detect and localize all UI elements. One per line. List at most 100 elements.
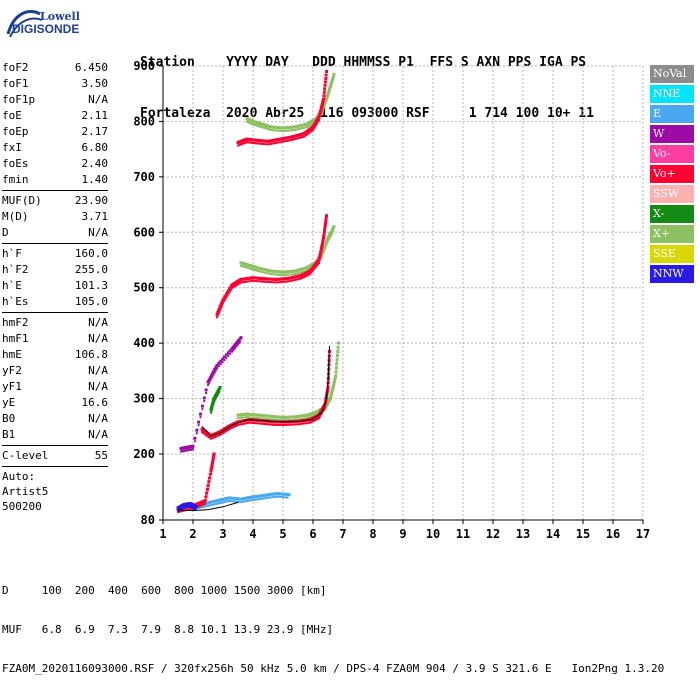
echo-point bbox=[288, 129, 290, 132]
echo-point bbox=[294, 278, 296, 281]
echo-point bbox=[297, 272, 299, 275]
echo-point bbox=[297, 137, 299, 140]
y-tick-label: 800 bbox=[133, 114, 155, 128]
echo-point bbox=[332, 388, 335, 391]
echo-point bbox=[231, 286, 233, 289]
echo-point bbox=[309, 130, 312, 133]
echo-point bbox=[264, 417, 266, 420]
echo-point bbox=[298, 136, 301, 139]
echo-point bbox=[333, 383, 336, 386]
echo-point bbox=[220, 433, 223, 436]
echo-point bbox=[277, 129, 280, 132]
echo-point bbox=[225, 429, 228, 432]
echo-point bbox=[211, 375, 214, 378]
echo-point bbox=[204, 499, 207, 501]
echo-point bbox=[283, 274, 286, 277]
echo-point bbox=[270, 142, 272, 145]
y-tick-label: 80 bbox=[141, 513, 155, 527]
echo-point bbox=[261, 126, 263, 129]
echo-point bbox=[217, 434, 220, 437]
echo-point bbox=[335, 358, 339, 362]
echo-point bbox=[292, 423, 295, 426]
param-name: foEp bbox=[2, 125, 29, 138]
echo-point bbox=[210, 410, 213, 413]
echo-point bbox=[215, 396, 218, 399]
echo-point bbox=[265, 497, 268, 499]
echo-point bbox=[255, 416, 257, 419]
echo-point bbox=[273, 129, 275, 132]
echo-point bbox=[324, 101, 327, 104]
echo-point bbox=[262, 126, 265, 129]
echo-point bbox=[306, 133, 309, 136]
echo-point bbox=[262, 497, 265, 500]
legend-item: Vo- bbox=[650, 145, 694, 163]
header-line2: Fortaleza 2020 Abr25 116 093000 RSF 1 71… bbox=[140, 106, 594, 121]
legend-item: X- bbox=[650, 205, 694, 223]
echo-point bbox=[318, 262, 320, 264]
echo-point bbox=[259, 417, 262, 420]
echo-point bbox=[229, 285, 233, 289]
echo-point bbox=[259, 422, 262, 425]
echo-point bbox=[216, 314, 219, 317]
echo-point bbox=[324, 73, 328, 77]
echo-point bbox=[277, 281, 280, 284]
param-row: M(D) 3.71 bbox=[2, 209, 108, 225]
echo-point bbox=[236, 283, 239, 286]
echo-point bbox=[285, 129, 287, 132]
legend-item: SSW bbox=[650, 185, 694, 203]
echo-point bbox=[241, 423, 244, 425]
echo-point bbox=[304, 422, 307, 425]
param-name: B0 bbox=[2, 412, 16, 425]
echo-point bbox=[324, 80, 327, 83]
echo-point bbox=[211, 464, 214, 467]
echo-point bbox=[298, 423, 301, 426]
echo-point bbox=[219, 309, 221, 312]
echo-point bbox=[274, 273, 277, 276]
echo-point bbox=[226, 290, 229, 294]
echo-point bbox=[232, 349, 235, 352]
echo-point bbox=[324, 242, 328, 246]
echo-point bbox=[207, 483, 210, 486]
param-name: foE bbox=[2, 109, 22, 122]
echo-point bbox=[335, 370, 338, 373]
echo-point bbox=[243, 416, 246, 419]
echo-point bbox=[241, 142, 244, 145]
echo-point bbox=[243, 281, 245, 283]
echo-point bbox=[326, 241, 329, 244]
param-separator bbox=[2, 190, 108, 191]
echo-point bbox=[250, 499, 253, 502]
echo-point bbox=[321, 105, 324, 108]
echo-point bbox=[282, 274, 284, 277]
param-row: B1 N/A bbox=[2, 427, 108, 443]
echo-point bbox=[274, 418, 277, 421]
echo-point bbox=[289, 139, 292, 142]
param-name: yE bbox=[2, 396, 16, 409]
echo-point bbox=[235, 424, 238, 427]
echo-point bbox=[214, 369, 217, 372]
echo-point bbox=[325, 99, 328, 102]
echo-point bbox=[312, 129, 314, 131]
echo-point bbox=[270, 418, 272, 421]
echo-point bbox=[205, 434, 208, 437]
echo-point bbox=[195, 432, 198, 435]
echo-point bbox=[337, 341, 340, 345]
echo-point bbox=[249, 421, 251, 424]
echo-point bbox=[286, 496, 289, 499]
echo-point bbox=[210, 411, 212, 414]
echo-point bbox=[253, 279, 256, 282]
echo-point bbox=[323, 249, 326, 252]
echo-point bbox=[205, 505, 208, 508]
echo-point bbox=[262, 271, 265, 274]
trace-fit-line bbox=[177, 501, 239, 512]
echo-point bbox=[301, 271, 304, 273]
echo-point bbox=[271, 423, 274, 426]
param-value: 1.40 bbox=[81, 173, 109, 186]
echo-point bbox=[321, 255, 323, 258]
echo-point bbox=[223, 431, 226, 434]
echo-point bbox=[311, 122, 314, 125]
trace-fit-line bbox=[201, 345, 330, 437]
echo-point bbox=[311, 420, 314, 423]
echo-point bbox=[241, 416, 244, 419]
echo-point bbox=[301, 127, 304, 130]
echo-point bbox=[205, 392, 208, 394]
